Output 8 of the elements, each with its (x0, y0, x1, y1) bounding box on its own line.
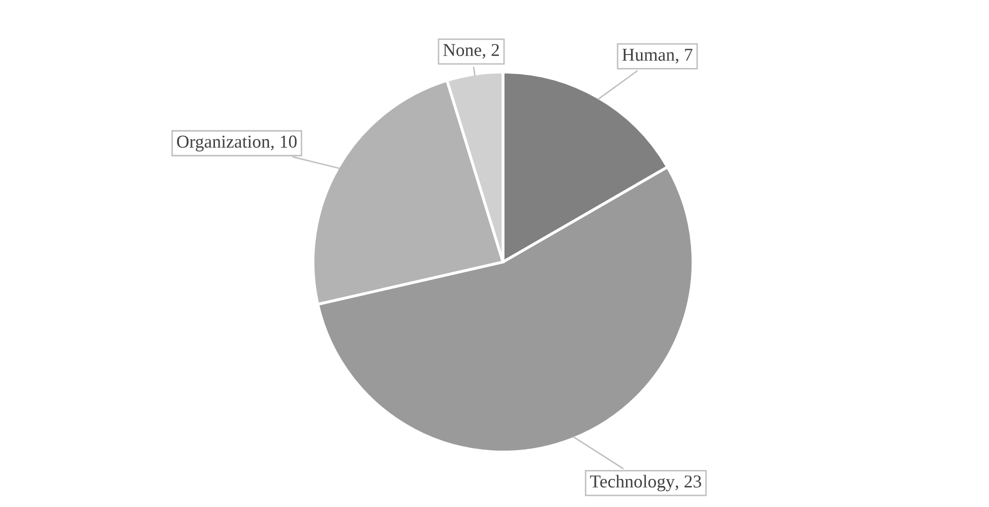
slice-label: Human (622, 48, 675, 61)
slice-label: None (443, 44, 482, 56)
data-label: , 2 (482, 44, 499, 59)
slice-label: Organization (177, 136, 270, 152)
data-label: , 10 (270, 136, 297, 150)
data-label: , 7 (676, 48, 692, 64)
slice-label: Technology (590, 474, 675, 492)
data-label: , 23 (675, 475, 702, 490)
